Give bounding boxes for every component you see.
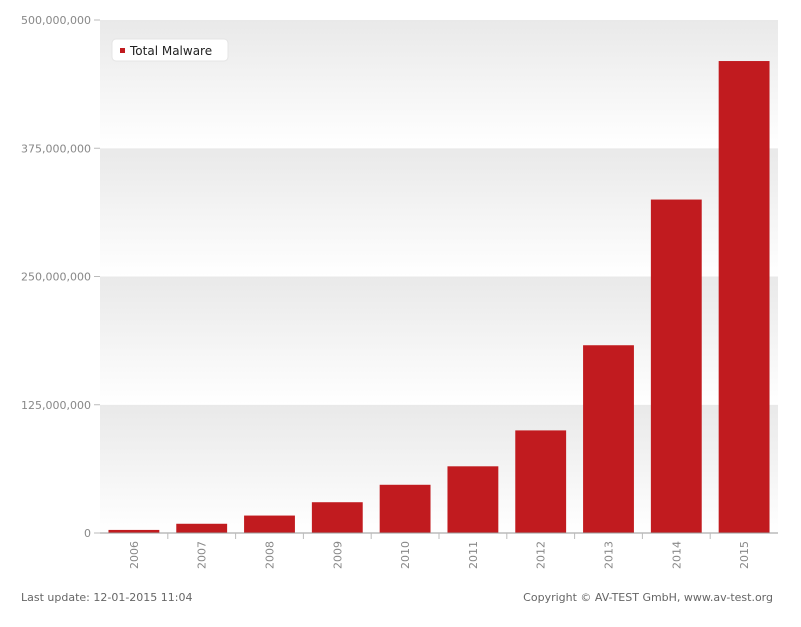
bar-2013[interactable] bbox=[583, 345, 634, 533]
legend-swatch bbox=[120, 48, 125, 53]
bar-2009[interactable] bbox=[311, 502, 363, 533]
legend-box bbox=[111, 38, 229, 62]
x-tick-label: 2013 bbox=[603, 541, 616, 569]
y-tick-label: 500,000,000 bbox=[21, 14, 91, 27]
bar-2008[interactable] bbox=[244, 515, 295, 533]
x-tick-label: 2009 bbox=[331, 541, 344, 569]
copyright-text: Copyright © AV-TEST GmbH, www.av-test.or… bbox=[523, 591, 773, 604]
x-tick-label: 2014 bbox=[670, 541, 683, 569]
bar-2007[interactable] bbox=[176, 523, 228, 533]
bar-2011[interactable] bbox=[447, 466, 499, 533]
x-axis: 2006 2007 2008 2009 2010 2011 2012 2013 2014 2015 bbox=[100, 532, 778, 569]
y-axis: 0 125,000,000 250,000,000 375,000,000 500,00… bbox=[21, 14, 100, 540]
bar-2010[interactable] bbox=[379, 484, 431, 533]
bar-2014[interactable] bbox=[650, 199, 702, 534]
malware-bar-chart: 0 125,000,000 250,000,000 375,000,000 500,00… bbox=[21, 14, 778, 569]
legend-label-total-malware: Total Malware bbox=[129, 44, 212, 58]
x-tick-label: 2008 bbox=[264, 541, 277, 569]
x-tick-label: 2015 bbox=[738, 541, 751, 569]
last-update-text: Last update: 12-01-2015 11:04 bbox=[21, 591, 193, 604]
x-tick-label: 2012 bbox=[535, 541, 548, 569]
y-tick-label: 375,000,000 bbox=[21, 142, 91, 155]
bar-2006[interactable] bbox=[108, 529, 160, 533]
y-tick-label: 125,000,000 bbox=[21, 399, 91, 412]
x-tick-label: 2007 bbox=[196, 541, 209, 569]
x-tick-label: 2011 bbox=[467, 541, 480, 569]
y-tick-label: 0 bbox=[84, 527, 91, 540]
legend: Total Malware bbox=[111, 38, 229, 62]
bar-2012[interactable] bbox=[515, 430, 567, 533]
y-tick-label: 250,000,000 bbox=[21, 271, 91, 284]
x-tick-label: 2006 bbox=[128, 541, 141, 569]
x-tick-label: 2010 bbox=[399, 541, 412, 569]
bar-2015[interactable] bbox=[718, 61, 770, 533]
bar-series-total-malware bbox=[108, 61, 770, 534]
